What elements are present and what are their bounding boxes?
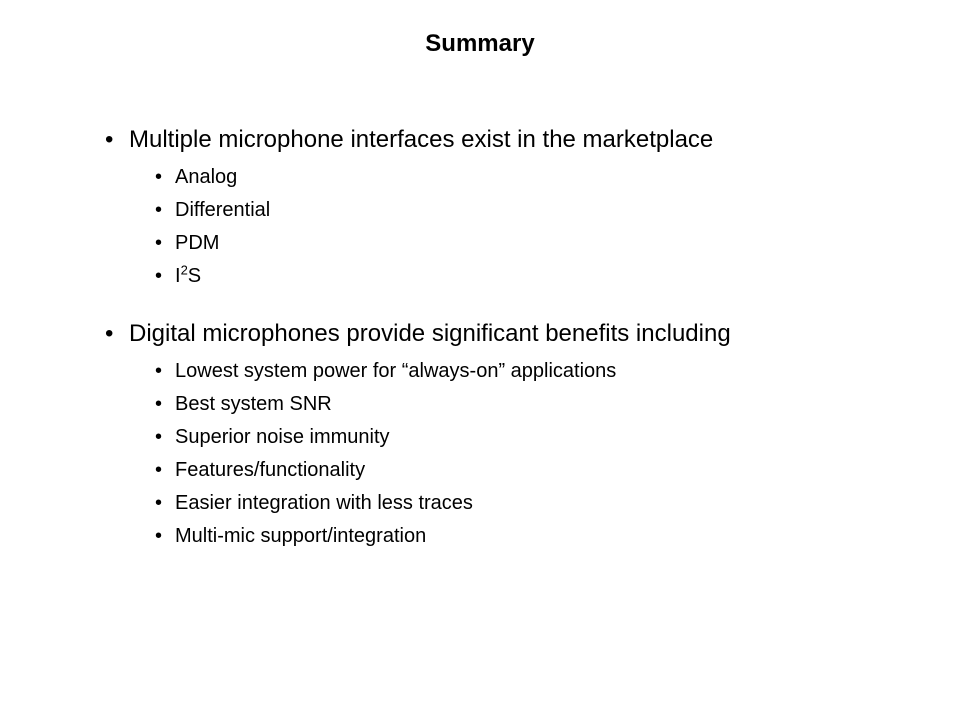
- bullet-icon: •: [155, 232, 175, 255]
- bullet-text: Easier integration with less traces: [175, 492, 473, 515]
- bullet-text: I2S: [175, 265, 201, 288]
- bullet-level1: • Multiple microphone interfaces exist i…: [105, 126, 900, 154]
- bullet-level2: • PDM: [155, 232, 900, 255]
- bullet-level2: • Superior noise immunity: [155, 426, 900, 449]
- bullet-level2: • Analog: [155, 166, 900, 189]
- bullet-text: Features/functionality: [175, 459, 365, 482]
- bullet-text: PDM: [175, 232, 219, 255]
- slide-content: • Multiple microphone interfaces exist i…: [0, 126, 960, 548]
- bullet-icon: •: [155, 199, 175, 222]
- bullet-icon: •: [155, 459, 175, 482]
- bullet-text: Multiple microphone interfaces exist in …: [129, 126, 713, 154]
- bullet-text: Best system SNR: [175, 393, 332, 416]
- bullet-level2: • Lowest system power for “always-on” ap…: [155, 360, 900, 383]
- bullet-icon: •: [105, 126, 129, 154]
- bullet-level2: • Best system SNR: [155, 393, 900, 416]
- bullet-level1: • Digital microphones provide significan…: [105, 320, 900, 348]
- bullet-text: Digital microphones provide significant …: [129, 320, 731, 348]
- bullet-icon: •: [155, 265, 175, 288]
- bullet-level2: • Differential: [155, 199, 900, 222]
- bullet-level2: • Features/functionality: [155, 459, 900, 482]
- slide: Summary • Multiple microphone interfaces…: [0, 0, 960, 720]
- bullet-text: Multi-mic support/integration: [175, 525, 426, 548]
- bullet-level2: • Multi-mic support/integration: [155, 525, 900, 548]
- bullet-icon: •: [155, 492, 175, 515]
- sub-bullet-group: • Lowest system power for “always-on” ap…: [105, 360, 900, 548]
- bullet-icon: •: [155, 166, 175, 189]
- bullet-icon: •: [105, 320, 129, 348]
- bullet-text: Lowest system power for “always-on” appl…: [175, 360, 616, 383]
- bullet-level2: • I2S: [155, 265, 900, 288]
- slide-title: Summary: [0, 30, 960, 58]
- bullet-text: Superior noise immunity: [175, 426, 390, 449]
- bullet-icon: •: [155, 426, 175, 449]
- bullet-icon: •: [155, 360, 175, 383]
- bullet-icon: •: [155, 525, 175, 548]
- bullet-text: Differential: [175, 199, 270, 222]
- sub-bullet-group: • Analog • Differential • PDM • I2S: [105, 166, 900, 288]
- bullet-level2: • Easier integration with less traces: [155, 492, 900, 515]
- bullet-text: Analog: [175, 166, 237, 189]
- bullet-icon: •: [155, 393, 175, 416]
